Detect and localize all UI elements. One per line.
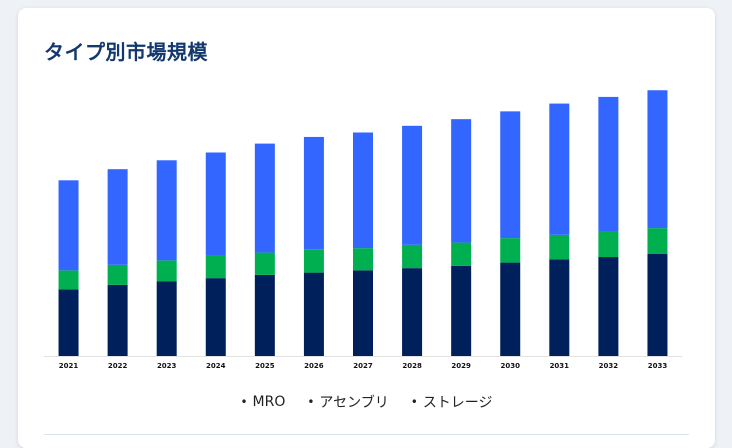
bar-segment-2021-1[interactable] xyxy=(58,270,79,290)
bar-segment-2027-2[interactable] xyxy=(353,132,373,249)
legend-item-assembly[interactable]: • アセンブリ xyxy=(307,392,388,412)
legend-bullet-icon: • xyxy=(307,395,315,409)
bar-segment-2027-0[interactable] xyxy=(353,270,373,356)
x-tick-label: 2027 xyxy=(353,362,373,370)
bar-segment-2022-1[interactable] xyxy=(107,264,128,285)
bar-segment-2031-2[interactable] xyxy=(549,103,570,235)
bar-segment-2032-1[interactable] xyxy=(598,231,619,258)
legend-label: アセンブリ xyxy=(319,395,389,411)
legend-bullet-icon: • xyxy=(410,395,418,409)
bar-segment-2025-1[interactable] xyxy=(254,252,275,275)
bar-segment-2033-1[interactable] xyxy=(647,228,668,254)
bar-segment-2028-1[interactable] xyxy=(402,244,423,269)
chart-legend: • MRO • アセンブリ • ストレージ xyxy=(18,392,715,412)
bar-segment-2029-0[interactable] xyxy=(451,265,472,356)
bar-segment-2031-1[interactable] xyxy=(549,234,570,260)
x-tick-label: 2032 xyxy=(599,362,619,370)
bar-segment-2023-0[interactable] xyxy=(156,281,177,356)
bar-segment-2021-0[interactable] xyxy=(58,289,79,356)
bar-segment-2032-2[interactable] xyxy=(598,96,619,232)
legend-label: ストレージ xyxy=(422,395,493,411)
bar-segment-2024-2[interactable] xyxy=(205,152,226,256)
bar-segment-2025-2[interactable] xyxy=(254,143,275,253)
bar-segment-2023-2[interactable] xyxy=(156,160,177,261)
bar-segment-2024-0[interactable] xyxy=(205,278,226,356)
chart-title: タイプ別市場規模 xyxy=(44,40,208,64)
chart-card: タイプ別市場規模 2021 2022 2023 2024 2025 2026 2027 202… xyxy=(18,8,715,448)
x-tick-label: 2031 xyxy=(550,362,570,370)
x-tick-label: 2028 xyxy=(402,362,422,370)
bar-segment-2028-2[interactable] xyxy=(402,125,423,245)
bar-segment-2021-2[interactable] xyxy=(58,180,79,271)
bar-segment-2032-0[interactable] xyxy=(598,257,619,356)
x-tick-label: 2022 xyxy=(108,362,128,370)
bar-segment-2030-0[interactable] xyxy=(500,262,521,356)
x-tick-label: 2029 xyxy=(451,362,471,370)
bar-segment-2028-0[interactable] xyxy=(402,268,423,356)
x-tick-label: 2021 xyxy=(59,362,79,370)
bar-segment-2029-2[interactable] xyxy=(451,119,472,243)
bar-segment-2029-1[interactable] xyxy=(451,242,472,266)
bar-segment-2026-1[interactable] xyxy=(303,249,324,273)
stacked-bar-chart: 2021 2022 2023 2024 2025 2026 2027 2028 2029 2030… xyxy=(44,90,682,370)
x-tick-label: 2023 xyxy=(157,362,177,370)
x-tick-label: 2024 xyxy=(206,362,226,370)
x-tick-label: 2030 xyxy=(500,362,520,370)
legend-item-mro[interactable]: • MRO xyxy=(240,392,285,412)
legend-item-storage[interactable]: • ストレージ xyxy=(411,392,493,412)
bar-segment-2030-2[interactable] xyxy=(500,111,521,239)
x-tick-label: 2025 xyxy=(255,362,275,370)
x-tick-label: 2033 xyxy=(648,362,668,370)
bar-segment-2030-1[interactable] xyxy=(500,238,521,263)
legend-bullet-icon: • xyxy=(240,395,248,409)
bar-segment-2026-2[interactable] xyxy=(303,136,324,250)
bar-segment-2022-2[interactable] xyxy=(107,169,128,265)
bar-segment-2031-0[interactable] xyxy=(549,259,570,356)
bar-segment-2025-0[interactable] xyxy=(254,274,275,356)
bar-segment-2022-0[interactable] xyxy=(107,284,128,356)
bar-segment-2026-0[interactable] xyxy=(303,272,324,356)
legend-label: MRO xyxy=(252,394,286,410)
bar-segment-2023-1[interactable] xyxy=(156,260,177,282)
bar-segment-2027-1[interactable] xyxy=(353,248,373,271)
bar-segment-2033-0[interactable] xyxy=(647,253,668,356)
bar-segment-2024-1[interactable] xyxy=(205,255,226,279)
divider xyxy=(44,434,689,435)
bar-segment-2033-2[interactable] xyxy=(647,90,668,229)
x-tick-label: 2026 xyxy=(304,362,324,370)
